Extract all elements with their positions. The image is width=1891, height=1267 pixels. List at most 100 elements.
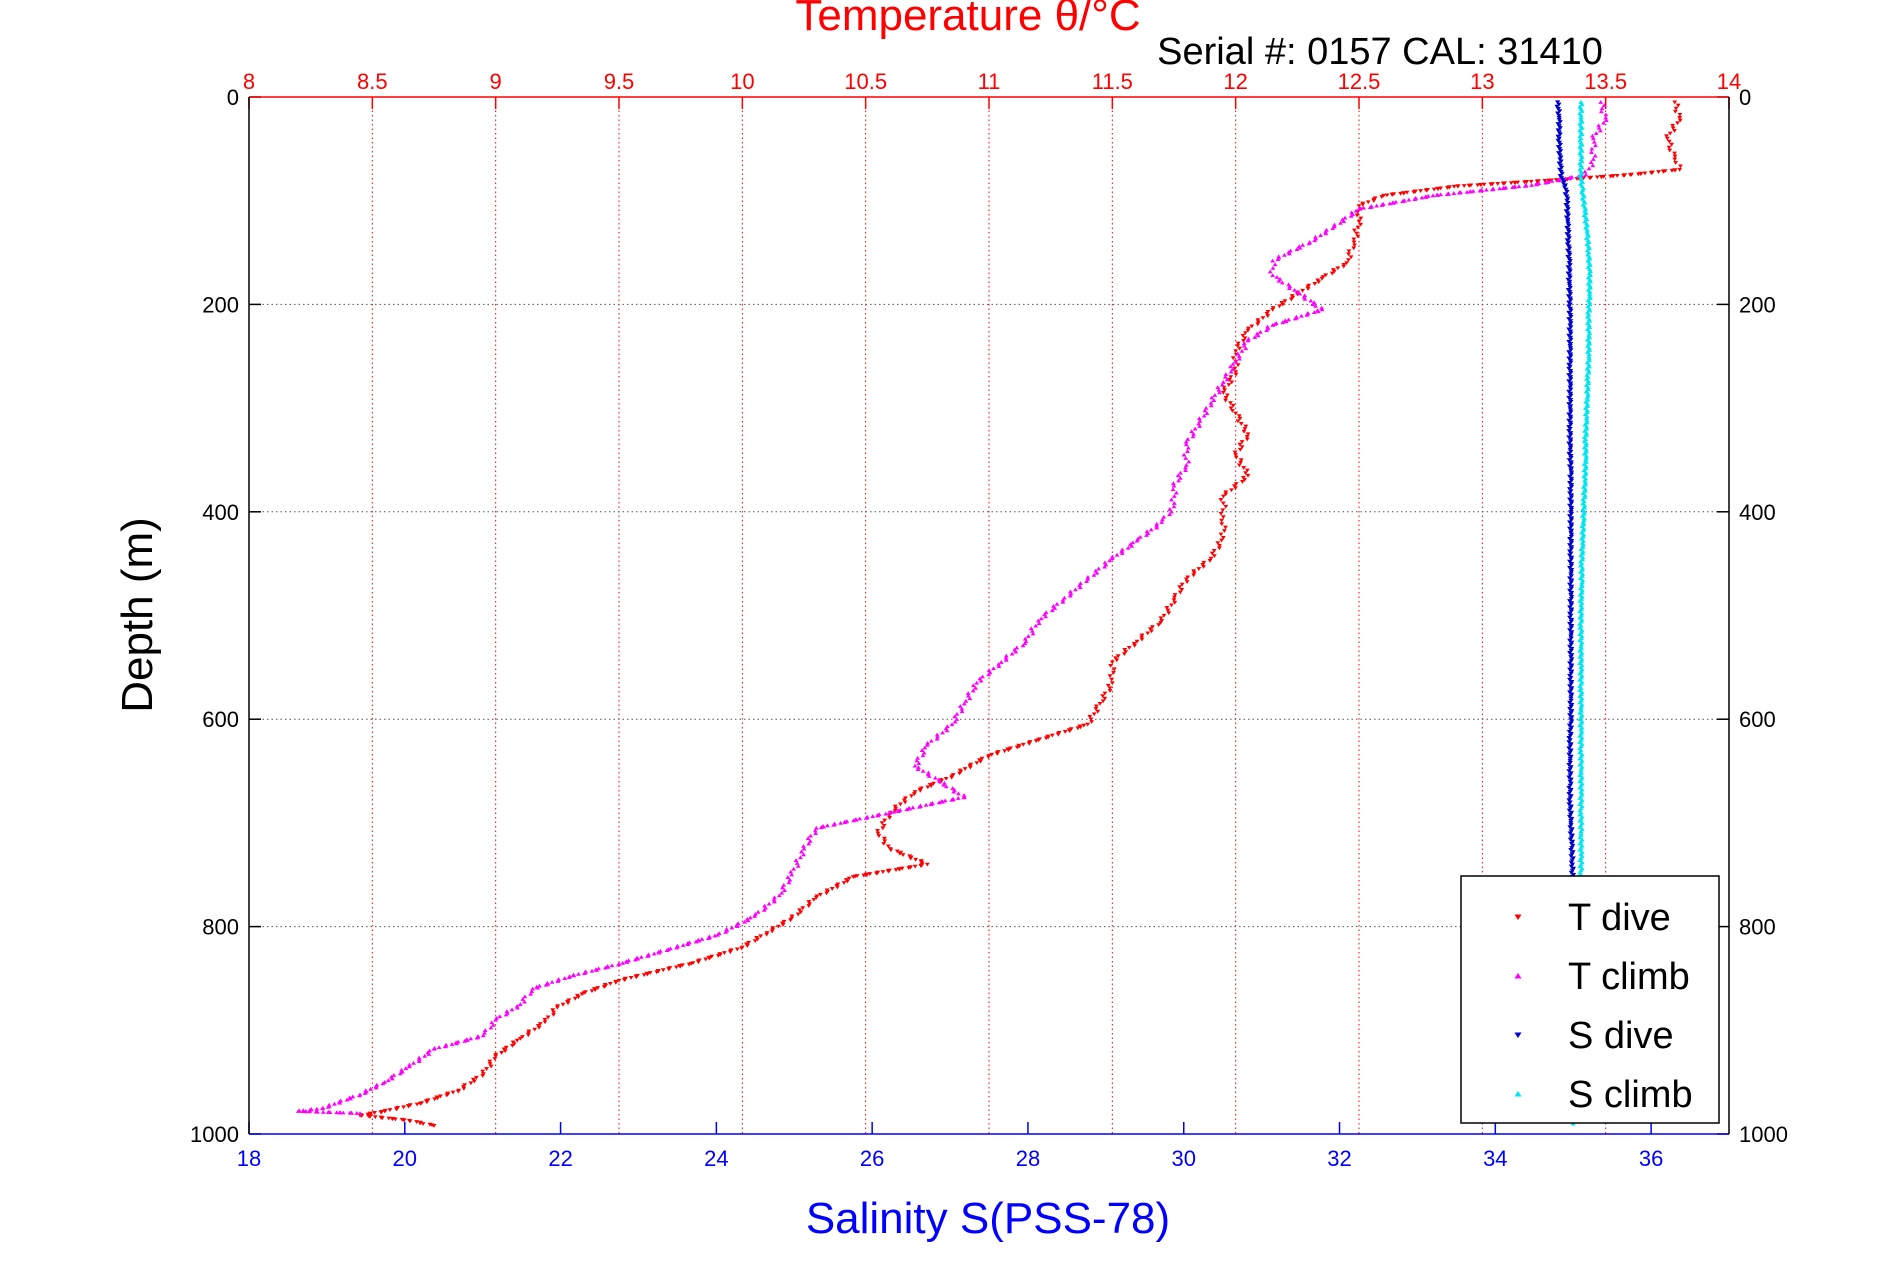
salinity-tick-label: 34 — [1483, 1146, 1507, 1171]
data-point-s-climb — [1583, 416, 1590, 421]
data-point-t-climb — [340, 1110, 346, 1115]
data-point-t-climb — [1272, 262, 1278, 267]
data-point-t-climb — [1590, 133, 1595, 138]
data-point-t-climb — [1270, 322, 1276, 327]
data-point-s-climb — [1578, 113, 1584, 118]
data-point-t-climb — [854, 817, 859, 822]
data-point-t-climb — [957, 704, 963, 708]
data-point-t-dive — [1670, 123, 1676, 128]
data-point-t-climb — [497, 1014, 503, 1019]
data-point-t-dive — [1183, 577, 1189, 582]
data-point-s-dive — [1555, 107, 1561, 112]
data-point-t-climb — [1022, 641, 1028, 646]
data-point-t-dive — [1196, 567, 1202, 571]
data-point-t-climb — [320, 1109, 326, 1114]
data-point-s-climb — [1587, 283, 1593, 288]
data-point-t-climb — [638, 954, 644, 959]
data-point-t-dive — [1219, 522, 1225, 527]
data-point-t-dive — [1356, 219, 1362, 224]
data-point-t-climb — [1201, 413, 1207, 418]
data-point-t-dive — [727, 950, 733, 955]
data-point-s-climb — [1579, 165, 1585, 170]
data-point-s-climb — [1586, 358, 1592, 363]
data-point-t-dive — [1677, 116, 1683, 120]
data-point-t-climb — [734, 924, 740, 928]
data-point-s-dive — [1554, 104, 1560, 109]
data-point-t-dive — [1161, 613, 1167, 618]
data-point-t-climb — [1275, 257, 1281, 262]
data-point-t-dive — [1351, 228, 1357, 233]
data-point-t-climb — [1239, 348, 1245, 353]
data-point-t-dive — [898, 802, 903, 807]
data-point-t-dive — [795, 912, 801, 917]
data-point-s-climb — [1577, 750, 1583, 755]
data-point-t-climb — [555, 979, 561, 983]
data-point-s-climb — [1579, 125, 1585, 130]
data-point-t-climb — [696, 938, 702, 943]
data-point-s-climb — [1579, 594, 1585, 599]
data-point-t-climb — [422, 1053, 428, 1058]
data-point-t-dive — [1245, 326, 1251, 331]
data-point-s-climb — [1577, 638, 1583, 643]
data-point-t-dive — [1265, 314, 1271, 318]
data-point-t-dive — [913, 857, 919, 862]
data-point-t-dive — [1528, 179, 1534, 184]
data-point-t-climb — [1589, 150, 1594, 154]
data-point-t-dive — [1122, 648, 1128, 652]
depth-tick-label-right: 200 — [1739, 292, 1776, 317]
data-point-s-climb — [1584, 414, 1590, 419]
data-point-t-climb — [808, 833, 814, 838]
data-point-t-dive — [797, 908, 802, 913]
data-point-t-dive — [1191, 573, 1197, 578]
data-point-s-climb — [1585, 385, 1591, 390]
data-point-s-climb — [1586, 339, 1592, 344]
data-point-t-dive — [592, 988, 598, 993]
data-point-t-dive — [1235, 341, 1241, 346]
data-point-t-dive — [1401, 191, 1407, 196]
data-point-t-climb — [1186, 459, 1192, 464]
data-point-t-climb — [813, 831, 819, 835]
data-point-t-climb — [970, 683, 976, 688]
data-point-t-climb — [391, 1073, 397, 1077]
data-point-t-dive — [867, 872, 873, 876]
data-point-t-dive — [925, 785, 931, 790]
data-point-t-climb — [1245, 338, 1251, 343]
data-point-s-climb — [1579, 673, 1585, 678]
data-point-t-dive — [1179, 587, 1185, 592]
data-point-t-climb — [791, 866, 797, 871]
data-point-t-climb — [1183, 439, 1189, 444]
data-point-t-dive — [885, 844, 891, 849]
data-point-t-dive — [1177, 585, 1183, 590]
data-point-t-climb — [1270, 265, 1276, 270]
data-point-s-climb — [1586, 351, 1592, 356]
data-point-t-climb — [594, 967, 599, 972]
data-point-t-climb — [368, 1086, 374, 1091]
data-point-t-dive — [1245, 328, 1251, 333]
data-point-t-climb — [1590, 157, 1596, 161]
data-point-t-dive — [545, 1015, 551, 1020]
data-point-s-dive — [1556, 102, 1562, 107]
data-point-t-dive — [775, 924, 781, 929]
data-point-t-climb — [801, 846, 807, 851]
data-point-s-climb — [1586, 353, 1592, 359]
data-point-s-climb — [1583, 441, 1589, 446]
legend-label-t-climb: T climb — [1568, 956, 1690, 998]
data-point-s-climb — [1581, 509, 1587, 514]
data-point-t-climb — [1598, 109, 1604, 114]
data-point-t-dive — [1238, 421, 1244, 426]
data-point-t-dive — [1075, 726, 1081, 731]
data-point-t-climb — [1281, 252, 1287, 257]
data-point-t-dive — [1335, 266, 1341, 271]
data-point-t-dive — [1244, 434, 1250, 439]
data-point-t-climb — [789, 872, 795, 877]
data-point-s-climb — [1579, 667, 1585, 672]
data-point-t-dive — [1546, 178, 1552, 183]
data-point-t-dive — [1235, 344, 1241, 349]
data-point-t-dive — [438, 1094, 443, 1099]
data-point-t-dive — [554, 1005, 560, 1010]
data-point-t-dive — [1522, 180, 1527, 185]
data-point-t-climb — [1235, 351, 1241, 356]
data-point-t-climb — [1211, 398, 1217, 403]
data-point-t-dive — [1081, 723, 1087, 728]
data-point-t-climb — [1603, 112, 1609, 117]
